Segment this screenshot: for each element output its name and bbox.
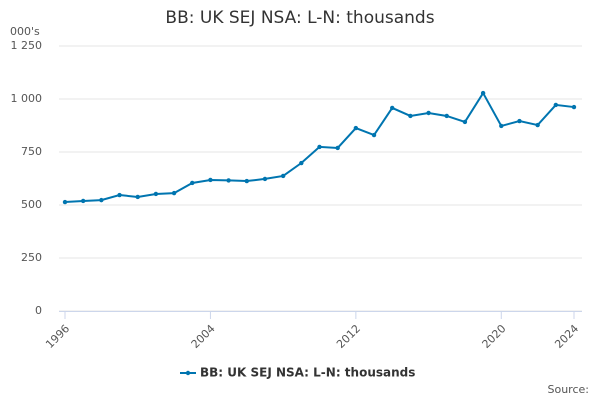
y-tick-label: 1 250	[11, 39, 43, 52]
y-tick-label: 1 000	[11, 92, 43, 105]
x-tick-label: 2012	[334, 322, 363, 351]
point	[335, 145, 340, 151]
point	[208, 177, 213, 183]
point	[244, 178, 249, 184]
legend-marker	[185, 370, 191, 376]
point	[371, 132, 377, 138]
point	[426, 110, 431, 116]
point	[444, 113, 449, 119]
point	[99, 197, 104, 203]
point	[190, 180, 195, 186]
point	[535, 122, 540, 128]
point	[571, 104, 577, 110]
y-tick-label: 0	[35, 304, 42, 317]
x-tick-label: 2024	[552, 322, 581, 351]
point	[117, 192, 122, 198]
point	[262, 176, 268, 182]
x-tick-label: 2004	[189, 322, 218, 351]
point	[462, 119, 468, 125]
chart-title: BB: UK SEJ NSA: L-N: thousands	[165, 8, 434, 28]
point	[390, 105, 395, 111]
point	[153, 191, 159, 197]
point	[553, 102, 559, 108]
point	[280, 173, 286, 179]
point	[135, 194, 140, 200]
point	[480, 90, 486, 96]
point	[517, 118, 522, 124]
point	[317, 144, 322, 150]
point	[62, 199, 68, 205]
point	[499, 123, 504, 129]
x-tick-label: 2020	[480, 322, 509, 351]
point	[299, 160, 304, 166]
y-tick-label: 750	[21, 145, 42, 158]
source-label: Source:	[548, 383, 590, 396]
point	[408, 113, 413, 119]
point	[353, 125, 359, 131]
x-tick-label: 1996	[43, 322, 72, 351]
y-tick-label: 500	[21, 198, 42, 211]
y-tick-label: 250	[21, 251, 42, 264]
point	[226, 178, 231, 183]
point	[171, 190, 177, 196]
y-unit-label: 000's	[10, 25, 40, 38]
point	[80, 198, 86, 204]
legend-label: BB: UK SEJ NSA: L-N: thousands	[200, 366, 415, 380]
